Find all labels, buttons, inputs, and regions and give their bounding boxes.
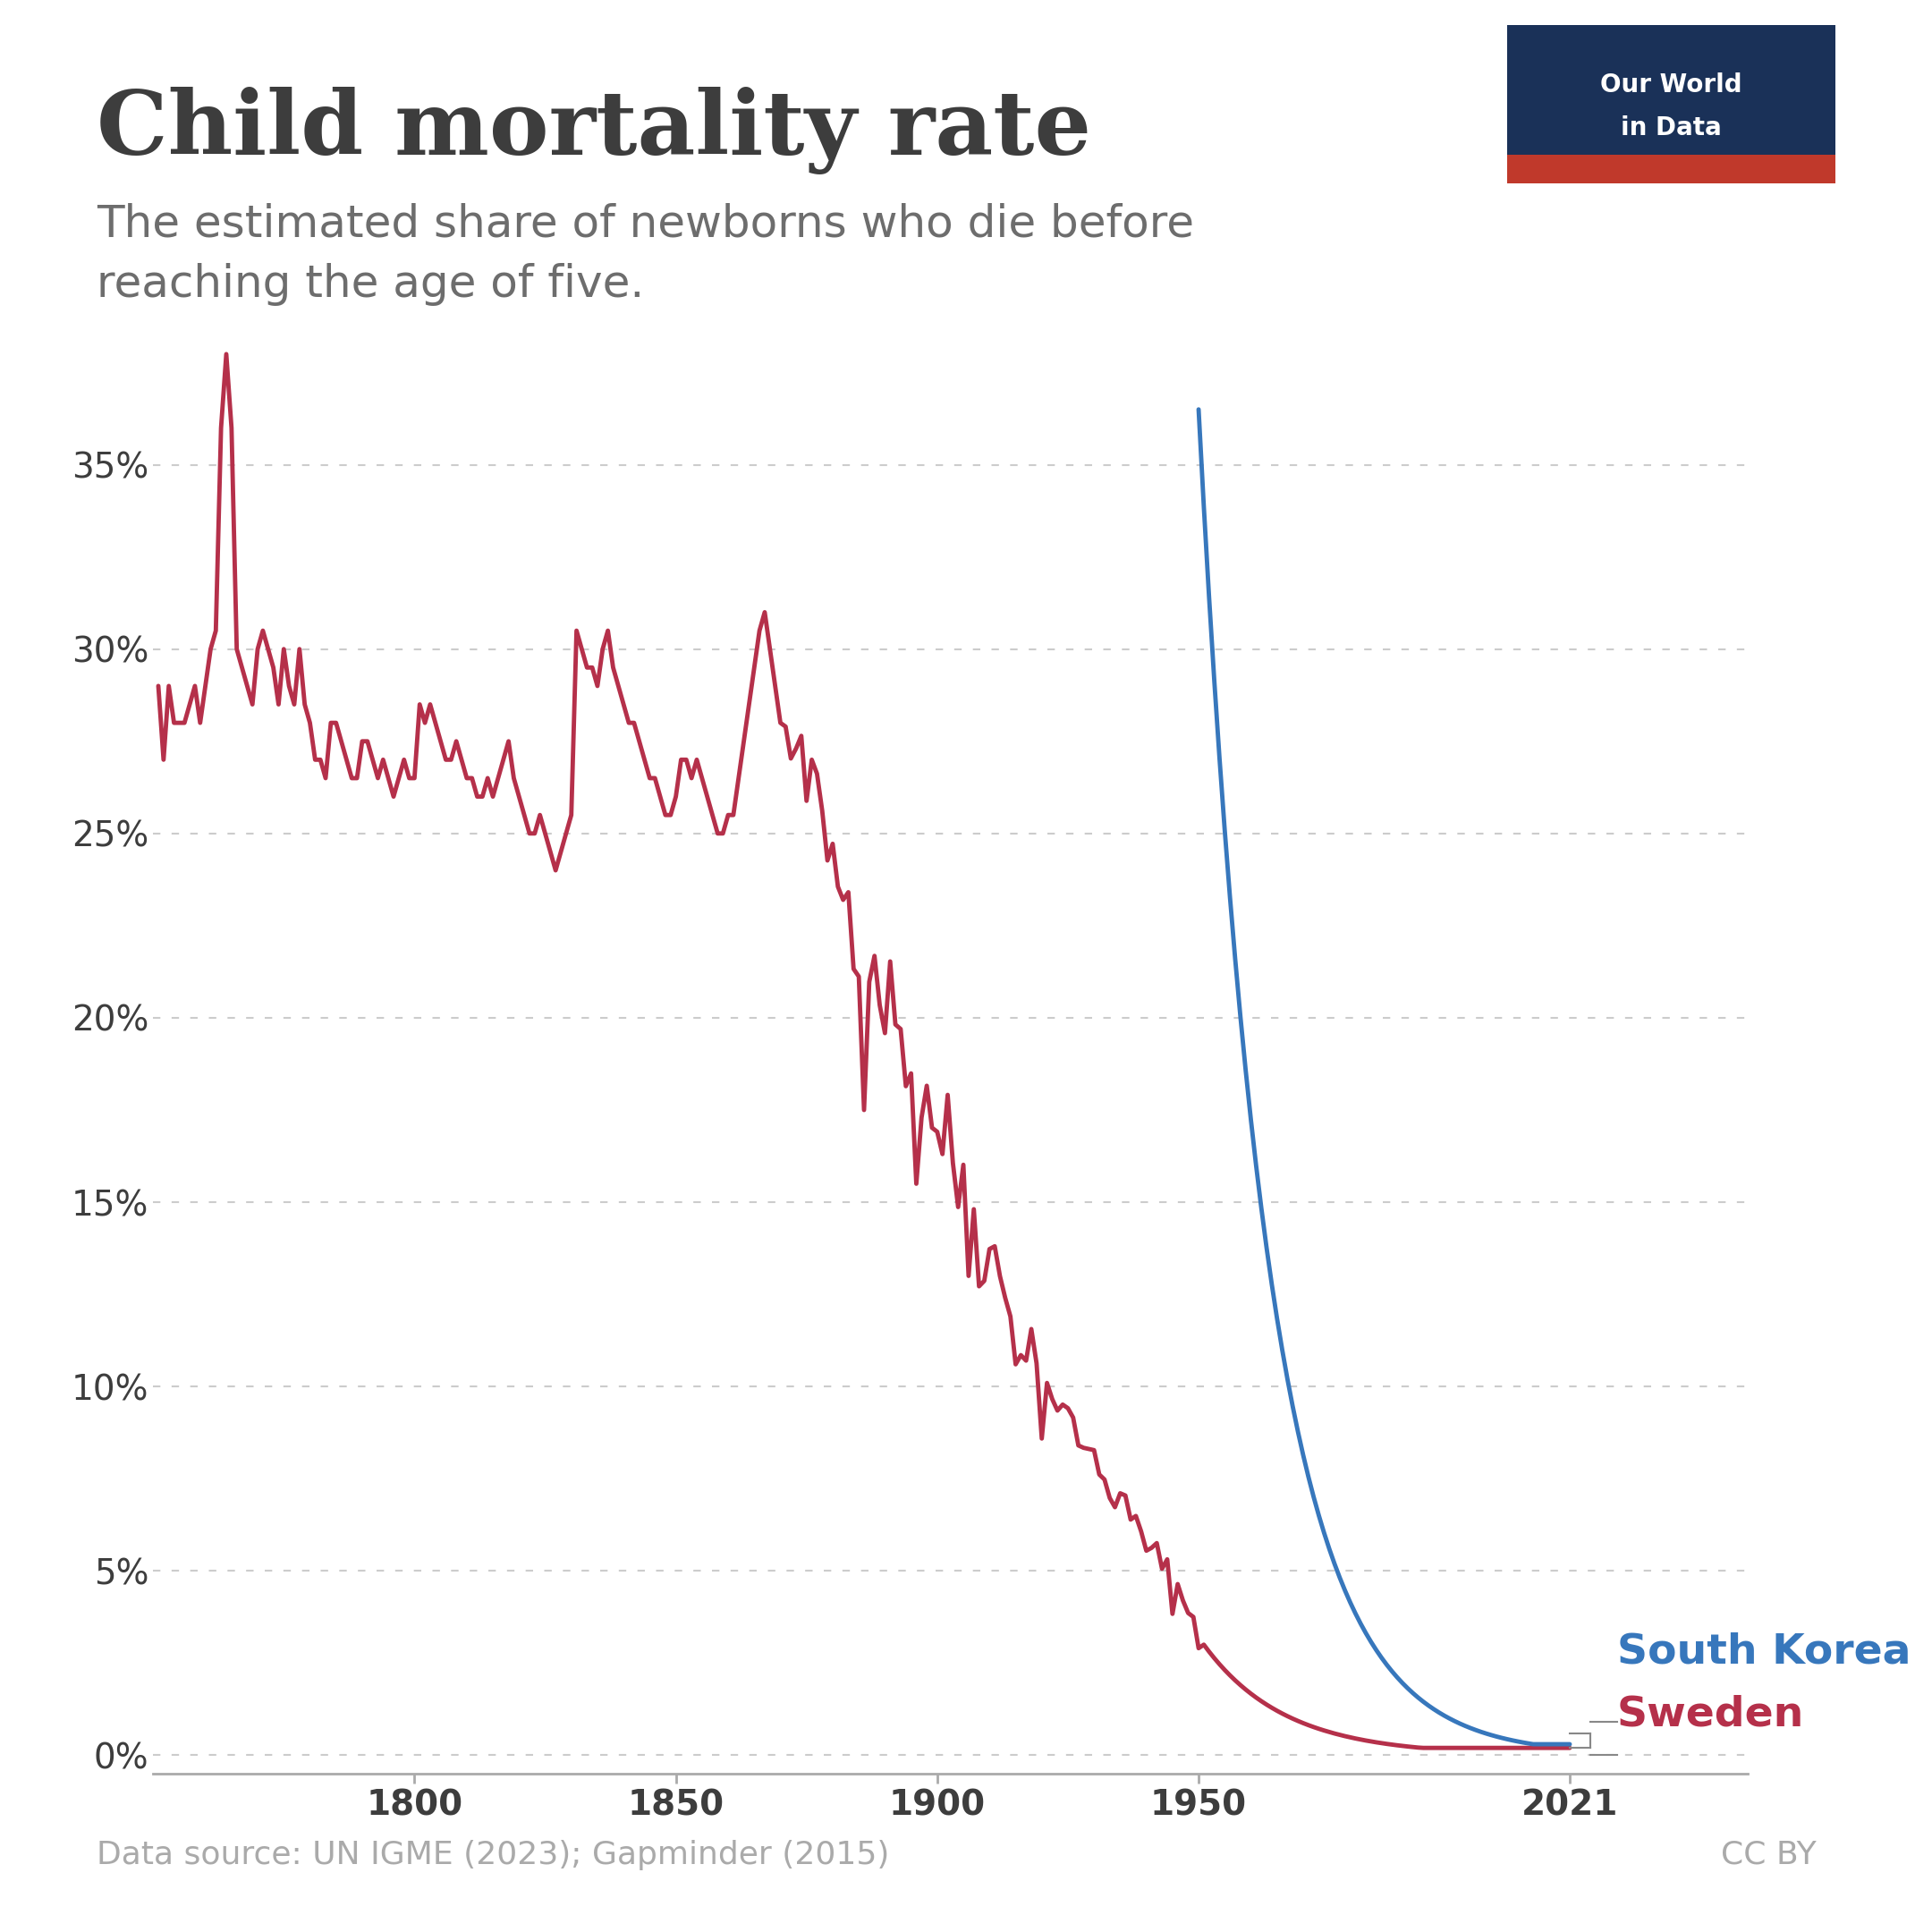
Bar [1507,155,1835,184]
Text: The estimated share of newborns who die before
reaching the age of five.: The estimated share of newborns who die … [97,203,1194,305]
Text: Child mortality rate: Child mortality rate [97,87,1092,174]
Text: Our World: Our World [1600,73,1743,99]
Text: in Data: in Data [1621,116,1721,141]
Text: Sweden: Sweden [1617,1694,1804,1735]
Text: South Korea: South Korea [1617,1633,1911,1671]
Text: CC BY: CC BY [1721,1839,1816,1870]
Text: Data source: UN IGME (2023); Gapminder (2015): Data source: UN IGME (2023); Gapminder (… [97,1839,889,1870]
